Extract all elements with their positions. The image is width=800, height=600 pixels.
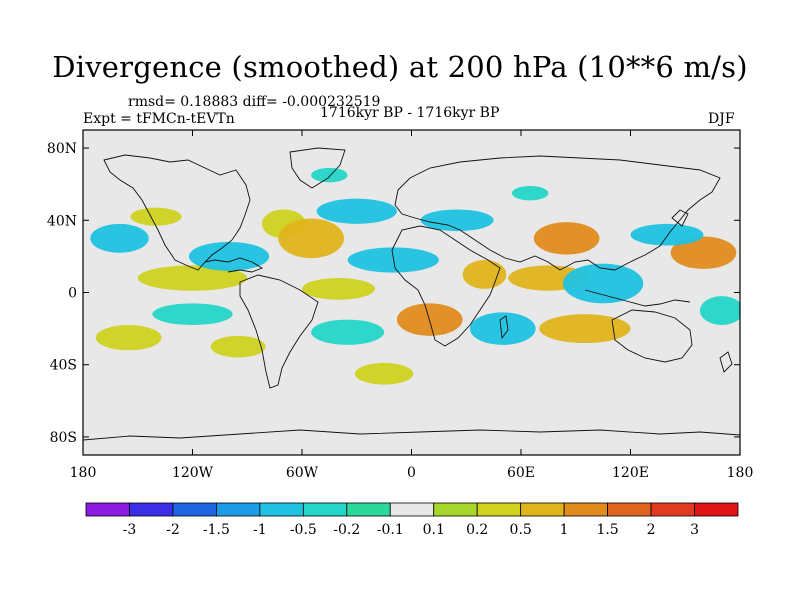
coastline-new-zealand <box>719 351 733 373</box>
divergence-region-12 <box>354 362 414 385</box>
x-tick-label: 60W <box>286 465 319 481</box>
map-background <box>83 130 740 455</box>
convergence-region-14 <box>90 223 149 253</box>
convergence-region-20 <box>562 263 644 304</box>
y-tick-label: 80N <box>47 141 77 157</box>
x-tick-label: 0 <box>407 465 416 481</box>
colorbar-box <box>694 502 739 517</box>
coastline-africa <box>391 225 501 347</box>
convergence-region-24 <box>699 296 740 325</box>
convergence-region-26 <box>511 185 549 201</box>
colorbar-box <box>433 502 478 517</box>
divergence-regions <box>90 167 740 385</box>
x-tick-label: 120W <box>172 465 214 481</box>
colorbar-label: -0.5 <box>290 522 317 538</box>
colorbar-box <box>520 502 565 517</box>
convergence-region-19 <box>469 312 536 345</box>
colorbar-label: -0.2 <box>333 522 360 538</box>
colorbar-label: 3 <box>690 522 699 538</box>
experiment-label: Expt = tFMCn-tEVTn <box>83 111 235 127</box>
coastlines <box>83 147 740 441</box>
divergence-region-1 <box>137 265 248 291</box>
chart-title: Divergence (smoothed) at 200 hPa (10**6 … <box>52 50 748 84</box>
convergence-region-23 <box>311 319 385 345</box>
x-tick-label: 180 <box>727 465 754 481</box>
convergence-region-18 <box>420 209 494 232</box>
divergence-region-6 <box>462 260 507 289</box>
colorbar-box <box>389 502 435 517</box>
divergence-region-8 <box>533 222 600 255</box>
convergence-region-21 <box>630 223 704 246</box>
colorbar-box <box>476 502 522 517</box>
divergence-region-0 <box>130 207 182 226</box>
convergence-region-16 <box>316 198 397 224</box>
stats-line: rmsd= 0.18883 diff= -0.000232519 <box>128 94 381 110</box>
coastline-gulf-caribbean <box>204 257 264 273</box>
colorbar-label: 1 <box>560 522 569 538</box>
colorbar-box <box>650 502 695 517</box>
coastline-north-america <box>103 154 251 271</box>
divergence-region-3 <box>278 218 344 259</box>
colorbar-label: 0.1 <box>423 522 445 538</box>
convergence-region-25 <box>311 167 348 183</box>
colorbar-label: -3 <box>123 522 137 538</box>
colorbar-box <box>129 502 174 517</box>
y-tick-label: 0 <box>68 286 77 302</box>
colorbar-box <box>259 502 304 517</box>
colorbar-box <box>346 502 391 517</box>
coastline-greenland <box>289 147 346 189</box>
y-tick-label: 80S <box>50 430 77 446</box>
x-tick-label: 60E <box>507 465 535 481</box>
colorbar-box <box>607 502 652 517</box>
y-axis-ticks: 80N 40N 0 40S 80S <box>47 141 740 446</box>
coastline-australia <box>611 309 693 363</box>
divergence-region-10 <box>539 314 631 344</box>
colorbar-label: -2 <box>166 522 180 538</box>
x-tick-label: 120E <box>612 465 649 481</box>
season-label: DJF <box>708 111 735 127</box>
colorbar-label: 0.5 <box>510 522 532 538</box>
y-tick-label: 40S <box>50 358 77 374</box>
coastline-madagascar <box>499 315 509 340</box>
colorbar-label: 0.2 <box>466 522 488 538</box>
colorbar-box <box>85 502 130 517</box>
coastline-eurasia <box>394 155 721 271</box>
divergence-region-9 <box>670 236 737 270</box>
colorbar-label: -1 <box>253 522 267 538</box>
colorbar-box <box>215 502 261 517</box>
y-tick-label: 40N <box>47 213 77 229</box>
colorbar-label: -0.1 <box>377 522 404 538</box>
convergence-region-22 <box>152 303 233 325</box>
colorbar: -3 -2 -1.5 -1 -0.5 -0.2 -0.1 0.1 0.2 0.5 1 1.5 2 3 <box>85 502 739 538</box>
period-label: 1716kyr BP - 1716kyr BP <box>320 105 500 121</box>
colorbar-label: 2 <box>647 522 656 538</box>
divergence-region-13 <box>210 335 266 358</box>
coastline-japan <box>671 209 689 227</box>
divergence-region-11 <box>95 325 162 351</box>
colorbar-label: -1.5 <box>203 522 230 538</box>
colorbar-box <box>563 502 609 517</box>
x-axis-ticks: 180 120W 60W 0 60E 120E 180 <box>70 130 754 481</box>
colorbar-box <box>302 502 348 517</box>
convergence-region-15 <box>188 241 270 271</box>
coastline-antarctica <box>83 429 740 441</box>
x-tick-label: 180 <box>70 465 97 481</box>
coastline-maritime-continent <box>584 289 691 307</box>
coastline-south-america <box>239 274 319 389</box>
colorbar-label: 1.5 <box>596 522 618 538</box>
divergence-region-4 <box>302 278 375 300</box>
colorbar-box <box>172 502 217 517</box>
